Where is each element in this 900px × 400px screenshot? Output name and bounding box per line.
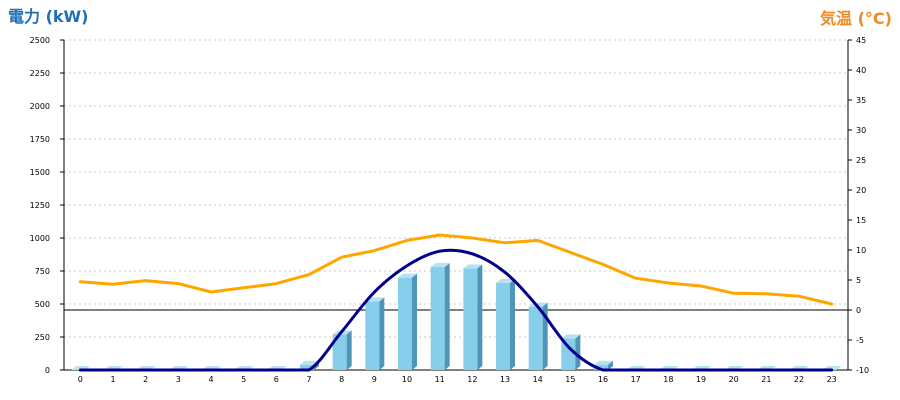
x-axis-tick-label: 6	[274, 375, 279, 384]
left-axis-tick-label: 1250	[30, 201, 50, 210]
bar-front	[398, 277, 412, 370]
right-axis-tick-label: 25	[856, 156, 866, 165]
left-axis-tick-label: 1000	[30, 234, 50, 243]
bar-front	[496, 282, 510, 370]
x-axis-tick-label: 8	[339, 375, 344, 384]
bar	[332, 330, 352, 370]
bar-side	[379, 297, 385, 370]
bar	[463, 264, 483, 370]
bar-top	[496, 278, 515, 283]
tick-labels: 02505007501000125015001750200022502500-1…	[30, 36, 869, 384]
bar	[594, 360, 613, 370]
bar-side	[346, 330, 352, 370]
bar-front	[463, 268, 478, 370]
x-axis-tick-label: 21	[761, 375, 771, 384]
left-axis-tick-label: 1750	[30, 135, 50, 144]
x-axis-tick-label: 7	[306, 375, 311, 384]
bar	[430, 263, 450, 370]
left-axis-title: 電力 (kW)	[8, 7, 89, 26]
bar-top	[300, 360, 319, 365]
x-axis-tick-label: 14	[533, 375, 543, 384]
right-axis-tick-label: 15	[856, 216, 866, 225]
bar	[398, 273, 417, 370]
left-axis-tick-label: 0	[45, 366, 50, 375]
x-axis-tick-label: 12	[467, 375, 477, 384]
left-axis-tick-label: 250	[35, 333, 50, 342]
x-axis-tick-label: 17	[631, 375, 641, 384]
power-line	[78, 248, 834, 372]
x-axis-tick-label: 23	[827, 375, 837, 384]
x-axis-tick-label: 5	[241, 375, 246, 384]
bar	[561, 334, 581, 370]
bar-top	[430, 263, 450, 268]
right-axis-title: 気温 (°C)	[820, 9, 892, 28]
x-axis-tick-label: 18	[663, 375, 673, 384]
bar-side	[477, 264, 483, 370]
bar-top	[561, 334, 581, 339]
x-axis-tick-label: 10	[402, 375, 412, 384]
x-axis-tick-label: 13	[500, 375, 510, 384]
right-axis-tick-label: 35	[856, 96, 866, 105]
temperature-line	[78, 233, 834, 306]
left-axis-tick-label: 500	[35, 300, 50, 309]
right-axis-tick-label: -10	[856, 366, 869, 375]
bar-side	[412, 273, 417, 370]
x-axis-tick-label: 11	[435, 375, 445, 384]
left-axis-tick-label: 1500	[30, 168, 50, 177]
bar-front	[365, 301, 380, 370]
x-axis-tick-label: 0	[78, 375, 83, 384]
bar-front	[332, 334, 347, 370]
bar	[365, 297, 385, 370]
bar-side	[444, 263, 450, 370]
x-axis-tick-label: 15	[565, 375, 575, 384]
left-axis-tick-label: 2250	[30, 69, 50, 78]
x-axis-tick-label: 1	[110, 375, 115, 384]
right-axis-tick-label: -5	[856, 336, 864, 345]
x-axis-tick-label: 2	[143, 375, 148, 384]
x-axis-tick-label: 19	[696, 375, 706, 384]
bar-front	[594, 364, 608, 370]
bar-top	[594, 360, 613, 365]
bar-series	[71, 263, 842, 370]
x-axis-tick-label: 20	[729, 375, 739, 384]
right-axis-tick-label: 45	[856, 36, 866, 45]
bar	[496, 278, 515, 370]
left-axis-tick-label: 2500	[30, 36, 50, 45]
bar-front	[561, 338, 576, 370]
right-axis-tick-label: 5	[856, 276, 861, 285]
bar-side	[608, 360, 613, 370]
x-axis-tick-label: 16	[598, 375, 608, 384]
bar-front	[528, 306, 543, 370]
x-axis-tick-label: 4	[208, 375, 213, 384]
x-axis-tick-label: 22	[794, 375, 804, 384]
right-axis-tick-label: 20	[856, 186, 866, 195]
bar-side	[510, 278, 515, 370]
bar-top	[398, 273, 417, 278]
x-axis-tick-label: 3	[176, 375, 181, 384]
bar-side	[575, 334, 581, 370]
right-axis-tick-label: 30	[856, 126, 866, 135]
bar-front	[430, 267, 445, 370]
bar	[528, 302, 548, 370]
left-axis-tick-label: 750	[35, 267, 50, 276]
bar-front	[300, 364, 314, 370]
right-axis-tick-label: 10	[856, 246, 866, 255]
left-axis-tick-label: 2000	[30, 102, 50, 111]
right-axis-tick-label: 0	[856, 306, 861, 315]
line-series	[78, 233, 834, 372]
right-axis-tick-label: 40	[856, 66, 866, 75]
bar-top	[463, 264, 483, 269]
x-axis-tick-label: 9	[372, 375, 377, 384]
